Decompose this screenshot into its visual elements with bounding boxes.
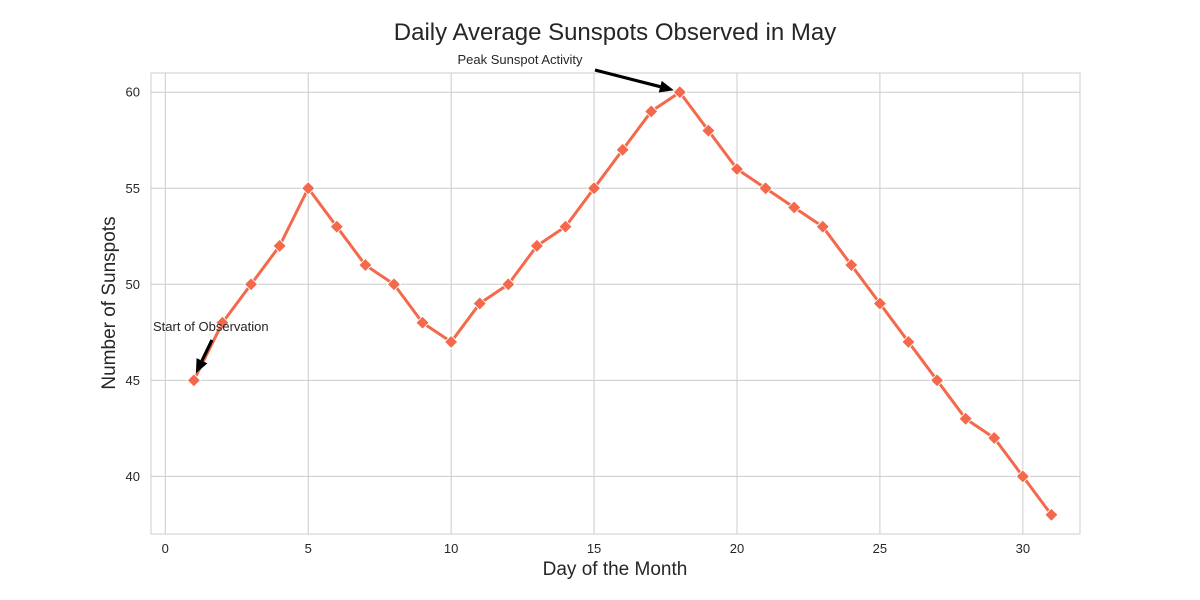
y-tick-label: 40 [126, 469, 140, 484]
annotation-label-peak: Peak Sunspot Activity [457, 52, 583, 67]
data-point [844, 258, 859, 273]
data-point [729, 161, 745, 177]
x-tick-label: 30 [1016, 541, 1030, 556]
data-point [415, 315, 430, 330]
annotation-arrow-peak [594, 68, 674, 93]
data-point [615, 142, 630, 157]
data-point [958, 411, 973, 426]
x-tick-label: 20 [730, 541, 744, 556]
data-point [444, 334, 459, 349]
series-group [186, 85, 1059, 522]
annotation-arrow-shaft [200, 339, 214, 362]
annotations: Start of Observation Peak Sunspot Activit… [153, 52, 674, 374]
annotation-arrow-shaft [594, 68, 661, 89]
data-point [186, 373, 201, 388]
data-point [901, 334, 916, 349]
x-tick-label: 0 [162, 541, 169, 556]
data-point [672, 85, 687, 100]
data-point [529, 238, 544, 253]
y-tick-label: 60 [126, 85, 140, 100]
x-tick-label: 15 [587, 541, 601, 556]
data-point [272, 238, 287, 253]
data-point [644, 104, 659, 119]
data-point [1015, 469, 1030, 484]
data-point [558, 219, 573, 234]
x-tick-label: 10 [444, 541, 458, 556]
x-tick-label: 5 [305, 541, 312, 556]
data-point [815, 219, 830, 234]
annotation-arrow-start [195, 339, 214, 374]
data-point [358, 258, 373, 273]
data-point [329, 219, 344, 234]
x-tick-label: 25 [873, 541, 887, 556]
data-point [987, 430, 1002, 446]
plot-frame [150, 72, 1081, 535]
data-point [586, 181, 602, 196]
data-point [472, 296, 487, 311]
data-point [301, 181, 316, 196]
y-tick-label: 55 [126, 181, 140, 196]
data-point [1044, 507, 1059, 522]
data-point [701, 123, 716, 138]
data-point [386, 277, 402, 292]
annotation-label-start: Start of Observation [153, 319, 269, 334]
chart-title: Daily Average Sunspots Observed in May [394, 19, 836, 46]
tick-labels: 0 5 10 15 20 25 30 40 45 50 55 60 [126, 85, 1031, 556]
x-axis-label: Day of the Month [543, 559, 688, 580]
data-point [501, 277, 516, 292]
y-axis-label: Number of Sunspots [99, 216, 120, 389]
annotation-arrow-head [658, 80, 674, 93]
y-tick-label: 45 [126, 373, 140, 388]
data-point [872, 296, 887, 311]
data-point [215, 315, 230, 330]
data-point [758, 181, 773, 196]
annotation-arrow-head [195, 358, 208, 374]
data-point [243, 277, 259, 292]
data-point [787, 200, 802, 215]
data-point [930, 373, 945, 388]
y-tick-label: 50 [126, 277, 140, 292]
